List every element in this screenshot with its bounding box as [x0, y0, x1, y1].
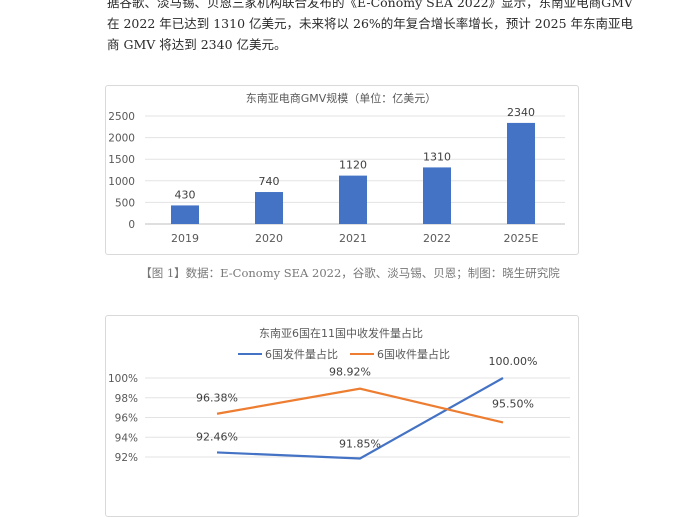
y-tick-label: 94% — [115, 432, 138, 444]
y-tick-label: 98% — [115, 393, 138, 405]
paragraph-line: 据谷歌、淡马锡、贝恩三家机构联合发布的《E-Conomy SEA 2022》显示… — [107, 0, 633, 10]
data-label: 92.46% — [196, 430, 238, 443]
chart2-title: 东南亚6国在11国中收发件量占比 — [259, 326, 423, 340]
data-label: 1310 — [423, 150, 451, 163]
chart1-frame — [105, 85, 579, 255]
x-tick-label: 2019 — [171, 232, 199, 245]
figure1-caption: 【图 1】数据：E-Conomy SEA 2022，谷歌、淡马锡、贝恩；制图：晓… — [140, 266, 560, 280]
x-tick-label: 2021 — [339, 232, 367, 245]
bar-2021 — [339, 175, 367, 224]
data-label: 95.50% — [492, 397, 534, 410]
data-label: 1120 — [339, 159, 367, 172]
x-tick-label: 2022 — [423, 232, 451, 245]
y-tick-label: 1500 — [108, 154, 135, 166]
y-tick-label: 100% — [108, 373, 138, 385]
paragraph-line: 商 GMV 将达到 2340 亿美元。 — [107, 37, 287, 52]
legend-label-send: 6国发件量占比 — [265, 347, 338, 361]
y-tick-label: 1000 — [108, 176, 135, 188]
x-tick-label: 2020 — [255, 232, 283, 245]
data-label: 740 — [259, 175, 280, 188]
data-label: 91.85% — [339, 437, 381, 450]
x-tick-label: 2025E — [504, 232, 539, 245]
y-tick-label: 92% — [115, 452, 138, 464]
y-tick-label: 500 — [115, 197, 135, 209]
data-label: 100.00% — [489, 355, 538, 368]
data-label: 98.92% — [329, 366, 371, 379]
series-line-0 — [216, 377, 504, 460]
y-tick-label: 0 — [128, 219, 135, 231]
bar-2025E — [507, 122, 535, 224]
y-tick-label: 2000 — [108, 133, 135, 145]
y-tick-label: 96% — [115, 413, 138, 425]
body-paragraph: 据谷歌、淡马锡、贝恩三家机构联合发布的《E-Conomy SEA 2022》显示… — [107, 0, 634, 55]
bar-2022 — [423, 167, 451, 224]
bar-2019 — [171, 205, 199, 224]
series-line-1 — [216, 387, 504, 424]
bar-2020 — [255, 192, 283, 224]
parcel-share-line-chart: 东南亚6国在11国中收发件量占比 6国发件量占比 6国收件量占比 92% 94% 9… — [108, 326, 570, 464]
legend-label-receive: 6国收件量占比 — [377, 347, 450, 361]
data-label: 96.38% — [196, 392, 238, 405]
chart1-title: 东南亚电商GMV规模（单位：亿美元） — [246, 91, 437, 105]
data-label: 430 — [175, 188, 196, 201]
gmv-bar-chart: 东南亚电商GMV规模（单位：亿美元） 0 500 1000 1500 2000 2500 4… — [108, 91, 565, 245]
y-tick-label: 2500 — [108, 111, 135, 123]
paragraph-line: 在 2022 年已达到 1310 亿美元，未来将以 26%的年复合增长率增长，预… — [107, 16, 634, 31]
data-label: 2340 — [507, 106, 535, 119]
